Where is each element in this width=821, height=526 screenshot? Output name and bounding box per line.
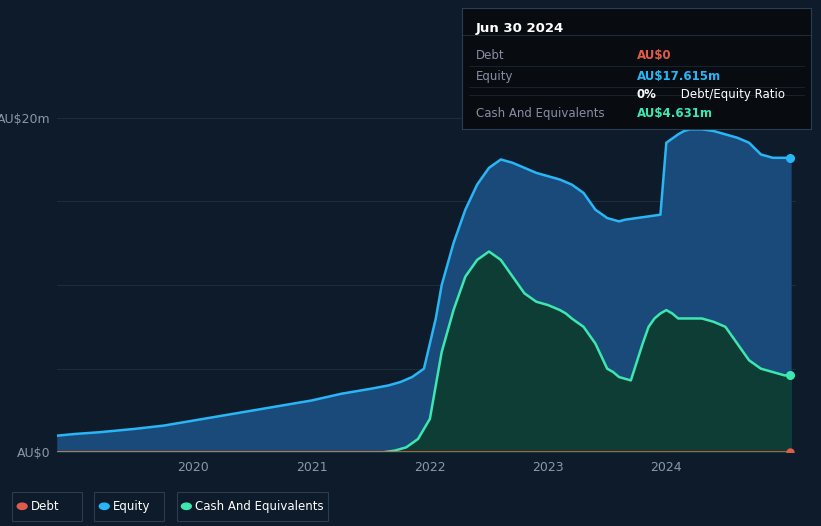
Text: AU$4.631m: AU$4.631m (637, 107, 713, 120)
Text: Cash And Equivalents: Cash And Equivalents (195, 500, 323, 513)
Text: AU$17.615m: AU$17.615m (637, 69, 721, 83)
Text: Debt: Debt (30, 500, 59, 513)
Text: Equity: Equity (112, 500, 150, 513)
Text: Equity: Equity (476, 69, 514, 83)
Text: AU$0: AU$0 (637, 49, 672, 62)
Text: Debt/Equity Ratio: Debt/Equity Ratio (677, 88, 785, 101)
Text: 0%: 0% (637, 88, 657, 101)
Text: Debt: Debt (476, 49, 505, 62)
Text: Cash And Equivalents: Cash And Equivalents (476, 107, 605, 120)
Text: Jun 30 2024: Jun 30 2024 (476, 23, 564, 35)
